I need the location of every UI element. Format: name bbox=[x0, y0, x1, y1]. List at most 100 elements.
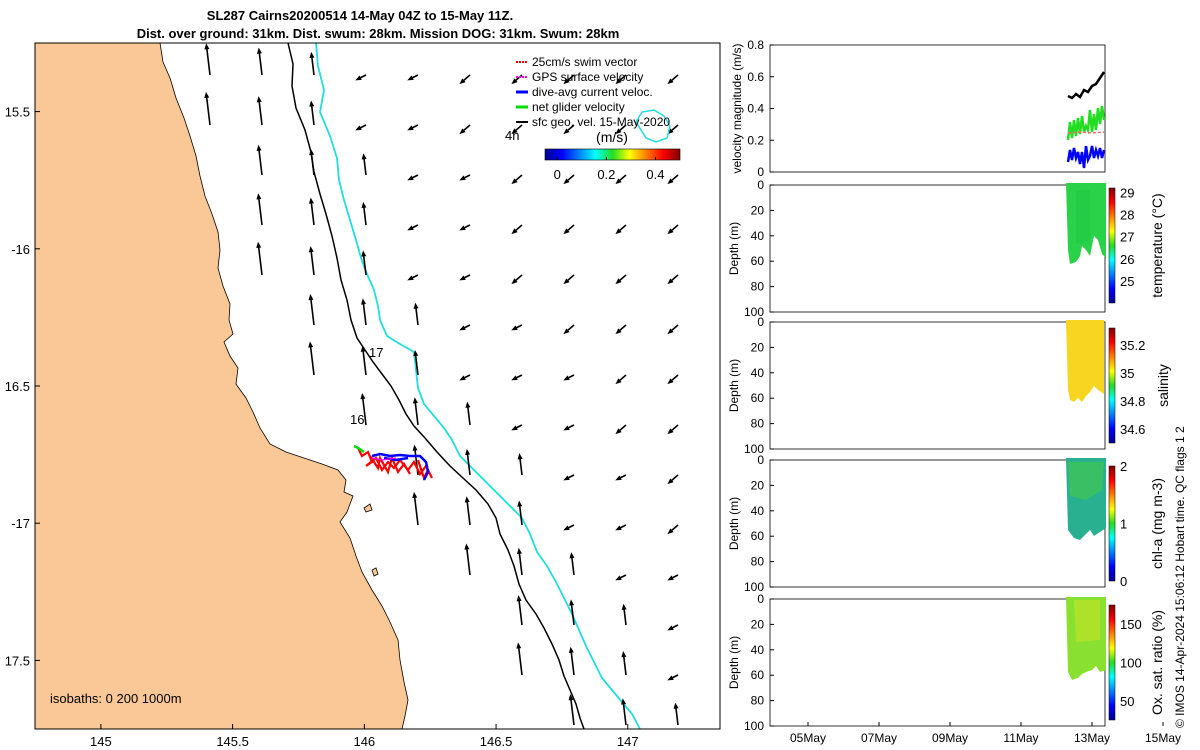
temperature-section-detail bbox=[1076, 190, 1090, 244]
panel-y-tick-label: 0 bbox=[757, 178, 764, 192]
geo-velocity-arrow-head bbox=[361, 298, 366, 305]
geo-velocity-arrow-head bbox=[407, 175, 414, 181]
island-2 bbox=[371, 567, 379, 577]
panel-y-tick-label: 60 bbox=[751, 529, 765, 543]
geo-velocity-arrow-head bbox=[621, 603, 627, 610]
map-y-tick-label: 15.5 bbox=[5, 105, 30, 120]
geo-velocity-arrow-head bbox=[407, 275, 414, 281]
panel-colorbar-tick-label: 150 bbox=[1120, 617, 1142, 632]
geo-velocity-arrow-head bbox=[309, 51, 315, 59]
map-y-ticks: 15.5 -16 16.5 -17 17.5 bbox=[5, 105, 40, 668]
panel-y-label: Depth (m) bbox=[727, 636, 741, 689]
land bbox=[35, 43, 409, 729]
glider-track bbox=[353, 444, 433, 481]
panel-colorbar-tick-label: 29 bbox=[1120, 185, 1134, 200]
geo-velocity-arrow-head bbox=[673, 702, 679, 709]
geo-velocity-arrow-head bbox=[511, 228, 518, 235]
geo-velocity-arrow-head bbox=[615, 128, 622, 135]
map-colorbar-ticks: 0 0.2 0.4 bbox=[554, 157, 664, 182]
panel-y-tick-label: 40 bbox=[751, 643, 765, 657]
geo-velocity-arrow-shaft bbox=[362, 348, 367, 376]
geo-velocity-arrow-head bbox=[459, 78, 466, 85]
geo-velocity-arrow-shaft bbox=[517, 597, 523, 626]
panel-y-tick-label: 0 bbox=[757, 453, 764, 467]
geo-velocity-arrow-head bbox=[667, 528, 674, 535]
panel-colorbar-tick-label: 35 bbox=[1120, 366, 1134, 381]
geo-velocity-arrow-shaft bbox=[258, 50, 263, 76]
geo-velocity-arrow-head bbox=[308, 294, 314, 301]
geo-velocity-arrow-shaft bbox=[309, 296, 315, 326]
time-tick-label: 07May bbox=[861, 731, 897, 745]
panel-y-tick-label: 40 bbox=[751, 504, 765, 518]
time-tick-label: 13May bbox=[1074, 731, 1110, 745]
salinity-panel bbox=[769, 320, 1116, 450]
temperature-frame bbox=[769, 184, 1106, 313]
geo-velocity-arrow-head bbox=[667, 428, 674, 435]
geo-velocity-arrow-shaft bbox=[622, 653, 627, 676]
geo-velocity-arrow-shaft bbox=[466, 404, 471, 426]
panel-y-tick-label: 60 bbox=[751, 254, 765, 268]
panel-y-tick-label: 40 bbox=[751, 229, 765, 243]
geo-velocity-arrow-shaft bbox=[257, 244, 263, 276]
panel-y-tick-label: 80 bbox=[751, 417, 765, 431]
geo-velocity-arrow-head bbox=[667, 328, 674, 335]
map-colorbar-tick-label: 0.4 bbox=[646, 167, 664, 182]
geo-velocity-arrow-shaft bbox=[310, 103, 315, 126]
geo-velocity-arrow-head bbox=[412, 491, 418, 499]
geo-velocity-arrow-shaft bbox=[310, 54, 315, 76]
panel-y-label: Depth (m) bbox=[727, 222, 741, 275]
panel-y-tick-label: 60 bbox=[751, 391, 765, 405]
geo-velocity-arrow-head bbox=[563, 278, 570, 285]
geo-velocity-arrow-shaft bbox=[517, 645, 523, 676]
geo-velocity-arrow-head bbox=[511, 375, 518, 381]
legend-net: net glider velocity bbox=[532, 100, 625, 114]
panel-y-tick-label: 80 bbox=[751, 555, 765, 569]
panel-y-tick-label: 20 bbox=[751, 478, 765, 492]
geo-velocity-arrow-head bbox=[615, 525, 622, 531]
geo-velocity-arrow-shaft bbox=[414, 352, 419, 376]
panel-colorbar-tick-label: 0 bbox=[1120, 574, 1127, 589]
panel-y-tick-label: 0.2 bbox=[747, 133, 764, 147]
geo-velocity-arrow-shaft bbox=[257, 196, 263, 226]
geo-velocity-arrow-shaft bbox=[518, 550, 523, 576]
time-tick-label: 11May bbox=[1003, 731, 1038, 745]
geo-velocity-arrow-head bbox=[563, 475, 570, 481]
geo-velocity-arrow-head bbox=[355, 75, 362, 81]
panel-y-tick-label: 0 bbox=[757, 315, 764, 329]
geo-velocity-arrow-shaft bbox=[361, 395, 367, 426]
geo-velocity-arrow-head bbox=[412, 397, 418, 404]
geo-velocity-arrow-head bbox=[309, 149, 315, 156]
geo-velocity-arrow-head bbox=[517, 500, 523, 507]
panel-y-label: Depth (m) bbox=[727, 497, 741, 550]
swim-vectors bbox=[357, 447, 433, 481]
geo-velocity-arrow-head bbox=[621, 698, 626, 705]
map-x-tick-label: 146.5 bbox=[480, 734, 513, 749]
geo-velocity-arrow-head bbox=[667, 575, 674, 581]
geo-velocity-arrow-head bbox=[413, 349, 419, 357]
chla-panel bbox=[769, 458, 1116, 588]
geo-velocity-arrow-shaft bbox=[466, 499, 471, 526]
isobaths-note: isobaths: 0 200 1000m bbox=[50, 691, 182, 706]
chla-frame bbox=[769, 459, 1106, 588]
panel-colorbar-tick-label: 50 bbox=[1120, 694, 1134, 709]
geo-velocity-arrow-head bbox=[464, 496, 470, 503]
legend-geo: sfc geo. vel. 15-May-2020 bbox=[532, 115, 670, 129]
chla-section-detail bbox=[1068, 462, 1104, 500]
panel-y-tick-label: 20 bbox=[751, 340, 765, 354]
geo-velocity-arrow-head bbox=[308, 341, 314, 348]
geo-velocity-arrow-head bbox=[360, 345, 366, 352]
panel-colorbar-tick-label: 34.6 bbox=[1120, 422, 1145, 437]
velocity-series-blue bbox=[1066, 145, 1106, 169]
map-panel: 17 16 4h 25cm/s swim vector GPS surface … bbox=[5, 42, 721, 749]
geo-velocity-arrow-shaft bbox=[258, 99, 263, 126]
geo-velocity-arrow-head bbox=[511, 78, 518, 85]
geo-velocity-arrow-head bbox=[667, 78, 674, 85]
geo-velocity-arrow-shaft bbox=[414, 305, 419, 326]
panel-colorbar-tick-label: 25 bbox=[1120, 274, 1134, 289]
legend-gps: GPS surface velocity bbox=[532, 70, 643, 84]
island-1 bbox=[363, 503, 373, 513]
velocity-series-green bbox=[1066, 105, 1106, 141]
